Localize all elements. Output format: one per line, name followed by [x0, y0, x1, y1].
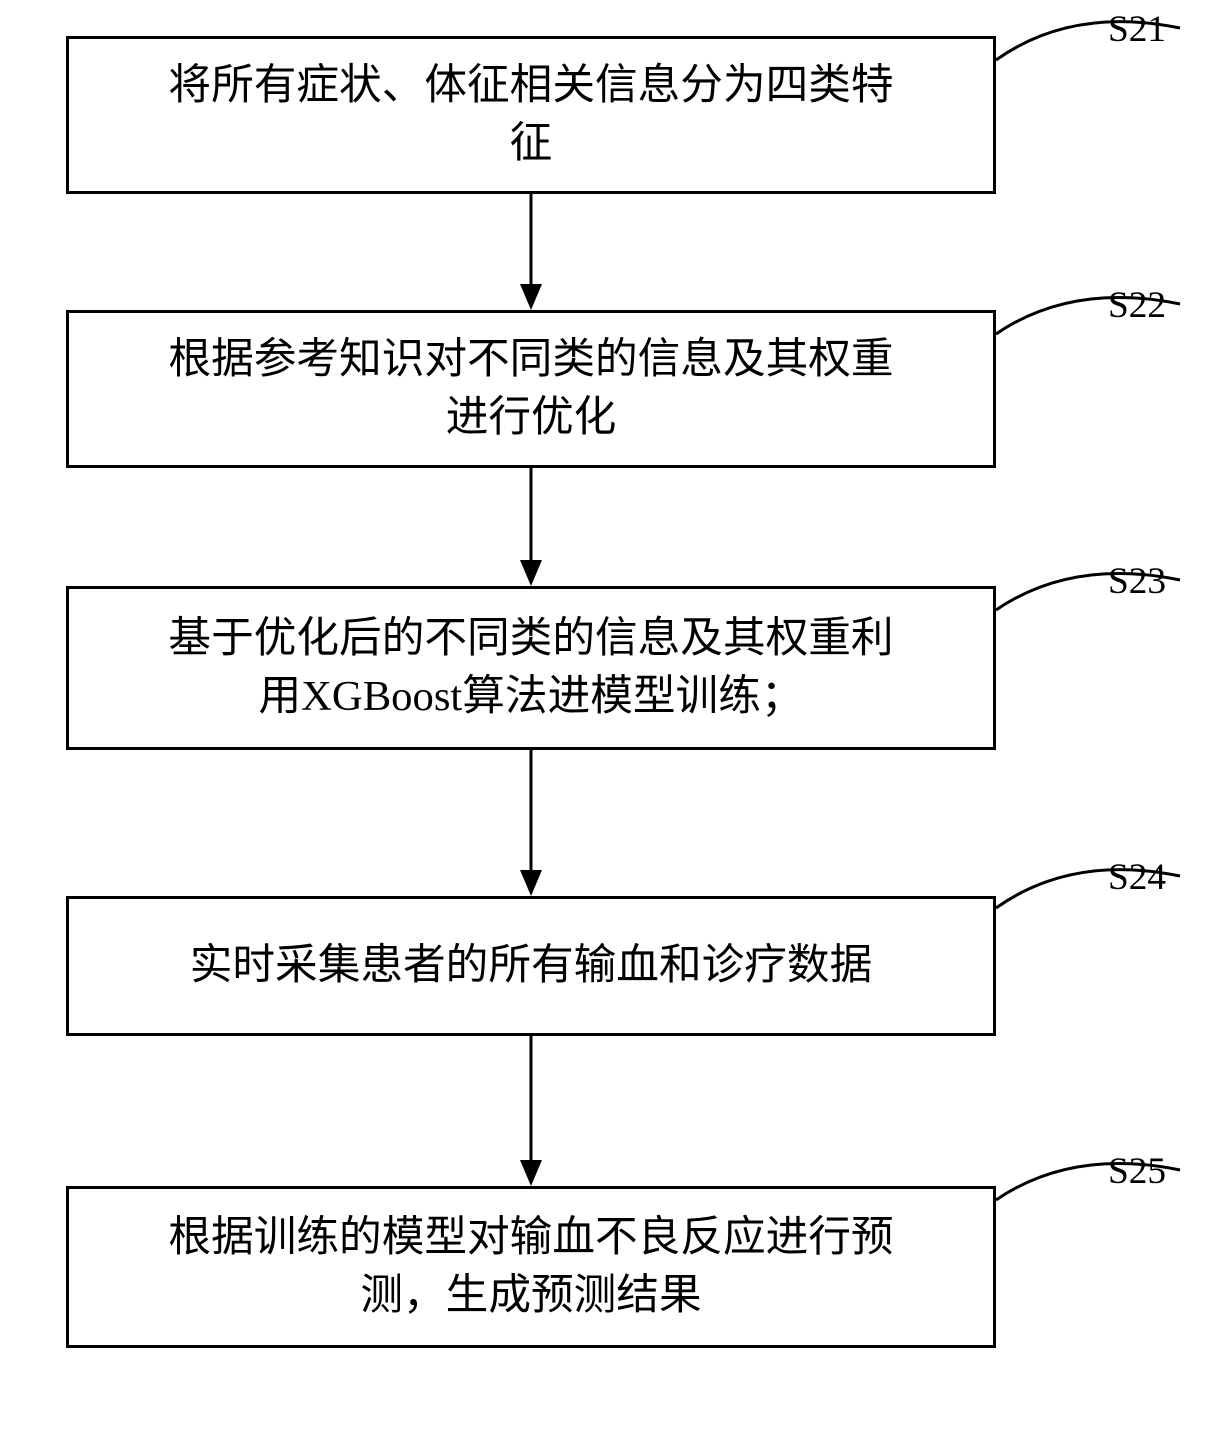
arrow-to-S25	[0, 0, 1209, 1454]
